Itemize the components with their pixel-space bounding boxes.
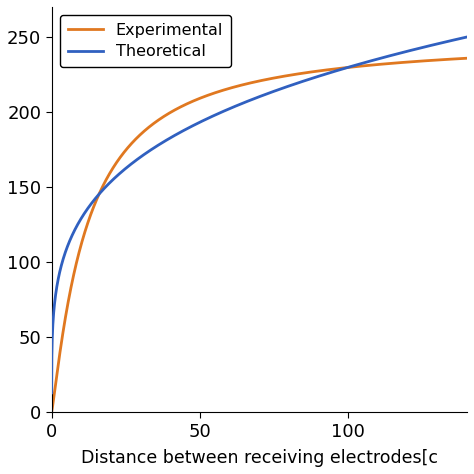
Theoretical xyxy=(376,56,382,62)
Line: Experimental: Experimental xyxy=(52,58,467,412)
Experimental xyxy=(464,55,470,61)
Experimental xyxy=(70,276,76,282)
Theoretical xyxy=(251,96,256,102)
Theoretical xyxy=(452,37,457,43)
Theoretical xyxy=(464,34,470,40)
Theoretical xyxy=(49,390,55,396)
Experimental xyxy=(251,79,256,85)
Experimental xyxy=(49,410,55,415)
Theoretical xyxy=(452,37,458,43)
Line: Theoretical: Theoretical xyxy=(52,37,467,393)
Legend: Experimental, Theoretical: Experimental, Theoretical xyxy=(60,15,231,67)
Theoretical xyxy=(240,100,246,106)
Theoretical xyxy=(70,231,76,237)
Experimental xyxy=(452,56,457,62)
X-axis label: Distance between receiving electrodes[c: Distance between receiving electrodes[c xyxy=(81,449,438,467)
Experimental xyxy=(240,82,246,88)
Experimental xyxy=(452,56,458,62)
Experimental xyxy=(376,62,382,67)
